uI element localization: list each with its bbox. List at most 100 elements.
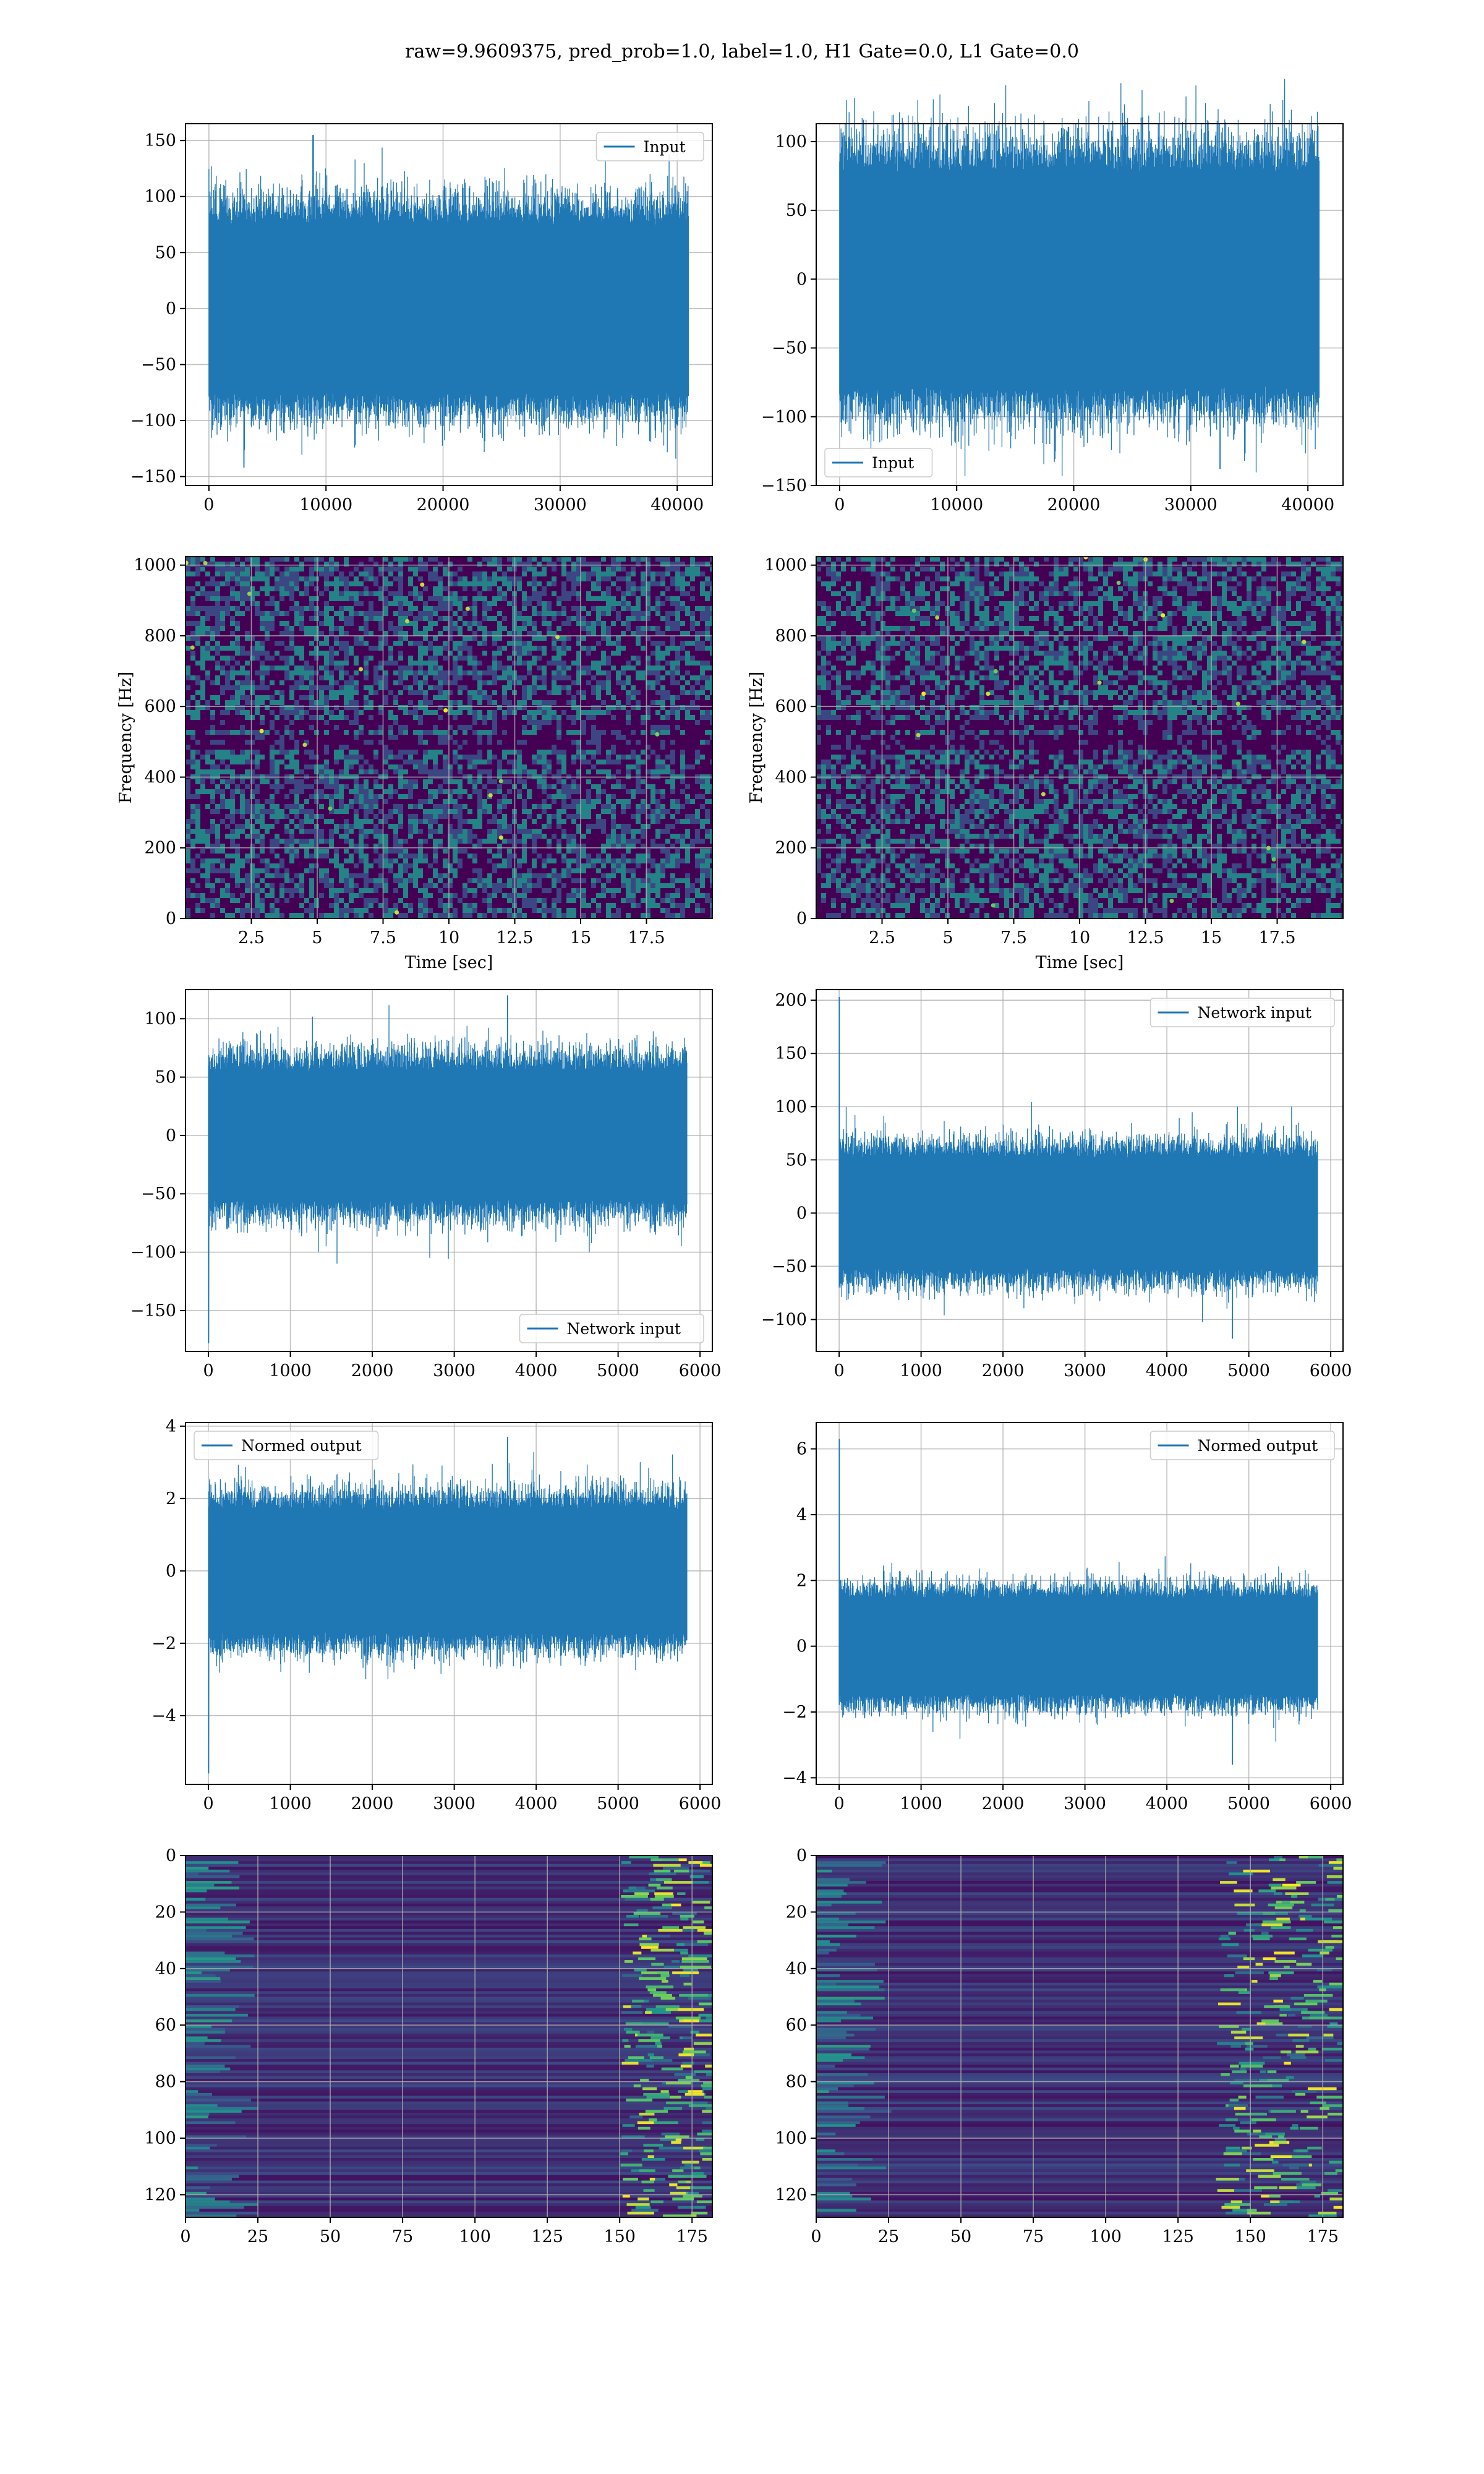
y-tick-label: −2 xyxy=(151,1634,176,1653)
feature-right-activity xyxy=(681,2016,700,2020)
feature-row xyxy=(816,1920,1343,1924)
feature-row xyxy=(186,2115,712,2119)
axes-frame xyxy=(185,1855,713,2218)
feature-left-activity xyxy=(186,1937,254,1941)
feature-right-activity xyxy=(688,1997,711,2000)
feature-row xyxy=(816,2178,1343,2181)
x-tick-label: 4000 xyxy=(1146,1361,1188,1380)
feature-right-activity xyxy=(633,1951,642,1955)
feature-row xyxy=(816,2104,1343,2108)
feature-row xyxy=(816,2189,1343,2193)
feature-left-activity xyxy=(186,1920,250,1924)
feature-right-activity xyxy=(641,1898,664,1901)
feature-row xyxy=(186,2180,712,2184)
feature-row xyxy=(816,2155,1343,2159)
spectrogram-hot-pixel xyxy=(911,608,916,613)
spectrogram-hot-pixel xyxy=(1161,613,1166,618)
x-tick-label: 0 xyxy=(834,495,845,515)
feature-row xyxy=(816,2198,1343,2201)
y-tick-label: 4 xyxy=(166,1417,176,1436)
feature-right-activity xyxy=(1320,2107,1329,2110)
y-tick-label: 4 xyxy=(796,1505,807,1525)
feature-row xyxy=(186,2073,712,2076)
feature-right-activity xyxy=(683,2019,699,2023)
feature-row xyxy=(186,1963,712,1966)
feature-left-activity xyxy=(186,2090,198,2094)
feature-right-activity xyxy=(1297,2186,1316,2189)
feature-row xyxy=(816,2039,1343,2043)
feature-row xyxy=(186,2070,712,2074)
feature-right-activity xyxy=(1229,1872,1253,1876)
feature-right-activity xyxy=(625,2022,646,2026)
x-axis-label: Time [sec] xyxy=(1036,953,1124,972)
feature-right-activity xyxy=(623,1923,639,1927)
feature-right-activity xyxy=(1302,1954,1324,1958)
x-tick-label: 5000 xyxy=(597,1361,639,1380)
feature-left-activity xyxy=(816,1861,886,1865)
feature-right-activity xyxy=(665,2081,692,2085)
feature-row xyxy=(816,1985,1343,1989)
feature-row xyxy=(816,2175,1343,2178)
feature-right-activity xyxy=(638,2033,663,2037)
feature-right-activity xyxy=(1308,2047,1316,2051)
feature-left-activity xyxy=(186,2175,239,2178)
feature-right-activity xyxy=(1308,1948,1333,1952)
x-tick-label: 150 xyxy=(603,2227,636,2246)
feature-right-activity xyxy=(1264,2005,1290,2009)
feature-row xyxy=(816,2025,1343,2029)
feature-row xyxy=(816,2194,1343,2198)
legend-box xyxy=(824,448,933,477)
feature-right-activity xyxy=(629,1856,656,1859)
spectrogram-hot-pixel xyxy=(1041,792,1046,797)
feature-right-activity xyxy=(621,1894,648,1898)
x-tick-label: 2000 xyxy=(351,1794,394,1813)
x-tick-label: 1000 xyxy=(900,1361,942,1380)
feature-right-activity xyxy=(1318,1864,1343,1867)
feature-left-activity xyxy=(186,2186,210,2189)
axes-frame xyxy=(816,556,1344,919)
feature-row xyxy=(816,2016,1343,2020)
feature-right-activity xyxy=(663,2107,683,2110)
feature-right-activity xyxy=(1234,2129,1250,2133)
feature-right-activity xyxy=(691,2211,708,2215)
feature-right-activity xyxy=(653,1991,667,1995)
feature-left-activity xyxy=(816,2053,852,2057)
feature-row xyxy=(186,1957,712,1961)
feature-right-activity xyxy=(1241,2152,1261,2155)
spectrogram-hot-pixel xyxy=(302,742,307,747)
feature-right-activity xyxy=(1219,2025,1239,2029)
feature-row xyxy=(186,2056,712,2060)
feature-right-activity xyxy=(656,1886,673,1890)
feature-left-activity xyxy=(186,1926,246,1930)
spectrogram-hot-pixel xyxy=(986,691,991,696)
feature-row xyxy=(186,1982,712,1986)
feature-right-activity xyxy=(1304,2016,1331,2020)
feature-right-activity xyxy=(1336,1894,1343,1898)
feature-left-activity xyxy=(186,2056,236,2060)
feature-row xyxy=(816,1943,1343,1946)
y-tick-label: 0 xyxy=(166,1126,176,1145)
feature-right-activity xyxy=(1267,2079,1289,2082)
feature-row xyxy=(186,2031,712,2034)
feature-row xyxy=(186,2152,712,2155)
feature-left-activity xyxy=(816,2107,865,2110)
feature-right-activity xyxy=(627,2211,654,2215)
feature-row xyxy=(186,2138,712,2142)
feature-left-activity xyxy=(816,2132,836,2136)
feature-right-activity xyxy=(647,2031,655,2034)
feature-left-activity xyxy=(816,1917,839,1921)
feature-right-activity xyxy=(621,2149,632,2153)
feature-right-activity xyxy=(634,1892,649,1896)
feature-row xyxy=(816,2099,1343,2102)
spectrogram-hot-pixel xyxy=(405,618,410,623)
feature-row xyxy=(186,2112,712,2116)
feature-left-activity xyxy=(186,2025,212,2029)
feature-row xyxy=(186,2025,712,2029)
feature-row xyxy=(186,1906,712,1910)
feature-right-activity xyxy=(643,2144,663,2147)
feature-left-activity xyxy=(186,2036,208,2040)
feature-right-activity xyxy=(680,2065,692,2068)
feature-row xyxy=(816,1923,1343,1927)
feature-row xyxy=(186,1977,712,1980)
x-tick-label: 7.5 xyxy=(370,928,396,948)
